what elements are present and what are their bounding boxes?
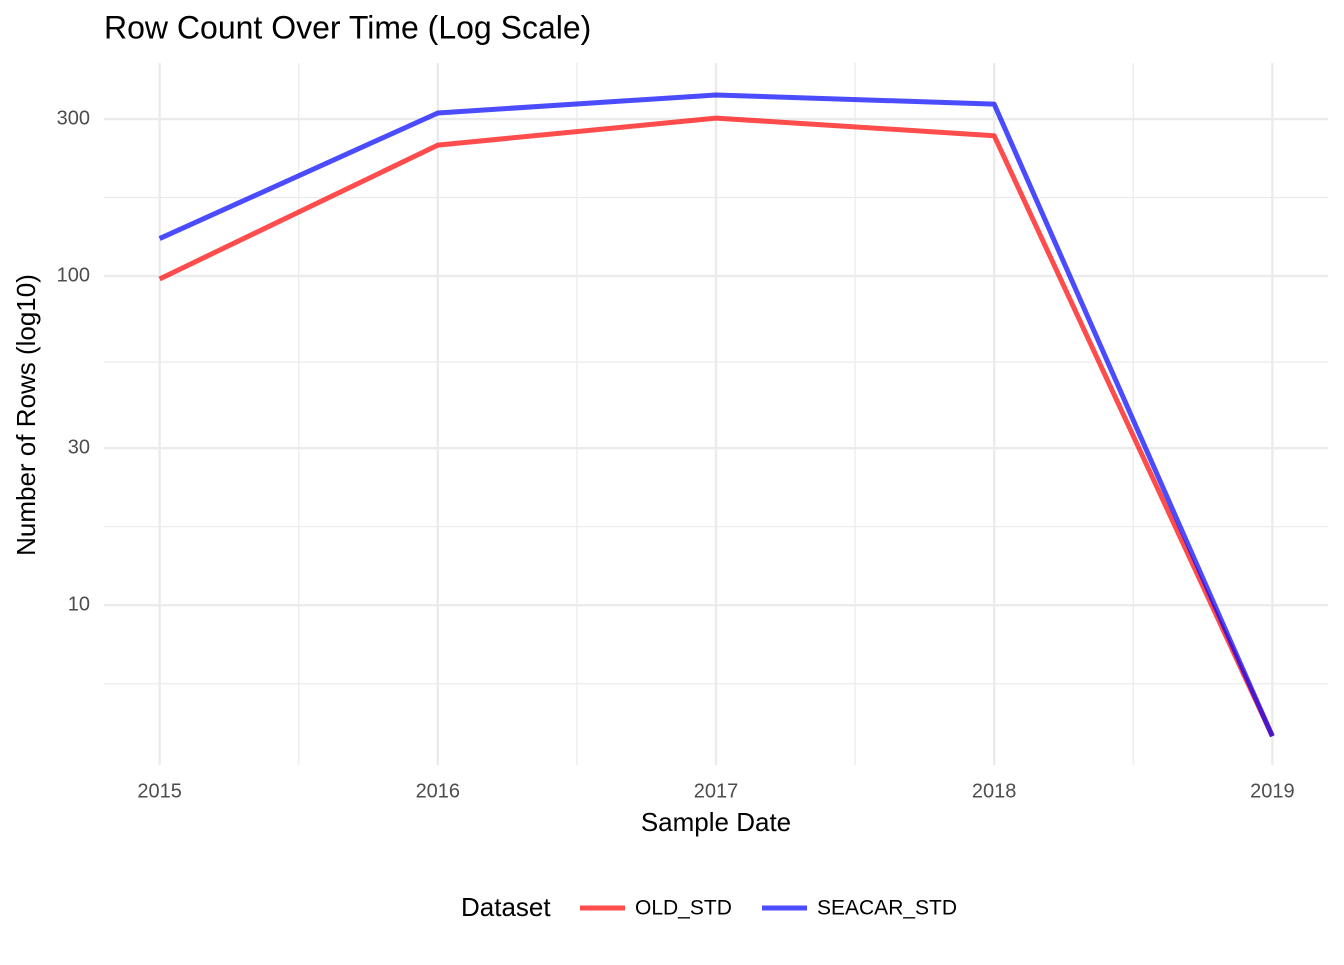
legend-title: Dataset bbox=[461, 892, 551, 922]
legend-label: SEACAR_STD bbox=[817, 897, 957, 920]
y-tick-label: 300 bbox=[57, 107, 90, 129]
y-axis-title: Number of Rows (log10) bbox=[11, 274, 41, 556]
x-tick-label: 2015 bbox=[137, 780, 182, 802]
y-tick-label: 30 bbox=[68, 436, 90, 458]
x-tick-label: 2017 bbox=[694, 780, 739, 802]
plot bbox=[158, 92, 1275, 738]
legend: Dataset OLD_STD SEACAR_STD bbox=[461, 892, 957, 922]
x-tick-label: 2018 bbox=[972, 780, 1017, 802]
legend-label: OLD_STD bbox=[635, 897, 732, 920]
x-axis-title: Sample Date bbox=[641, 807, 791, 837]
line bbox=[158, 115, 1275, 738]
chart-title: Row Count Over Time (Log Scale) bbox=[104, 9, 591, 45]
x-tick-label: 2016 bbox=[416, 780, 461, 802]
line bbox=[158, 92, 1275, 738]
y-tick-label: 10 bbox=[68, 593, 90, 615]
y-tick-label: 100 bbox=[57, 264, 90, 286]
x-tick-label: 2019 bbox=[1250, 780, 1295, 802]
